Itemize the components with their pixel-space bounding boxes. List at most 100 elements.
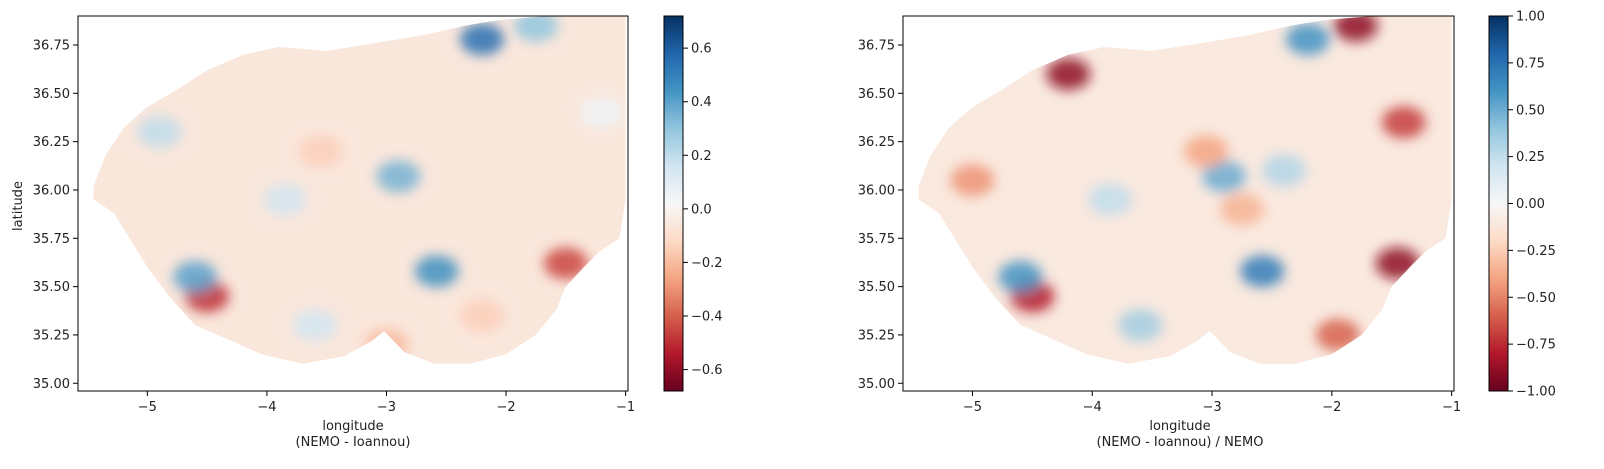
left-field-feature-5 <box>376 160 421 193</box>
right-field-feature-15 <box>1220 193 1264 226</box>
right-field-background <box>918 16 1452 364</box>
right-x-axis-label-line1: longitude <box>1149 419 1210 434</box>
right-colorbar-gradient <box>1488 15 1509 392</box>
left-field-feature-12 <box>364 328 409 361</box>
left-ytick-label: 35.75 <box>33 232 70 247</box>
left-field-feature-9 <box>460 299 505 332</box>
left-field-feature-8 <box>262 183 307 216</box>
left-field-feature-10 <box>513 16 558 42</box>
right-colorbar-ticks: −1.00 −0.75 −0.50 −0.25 0.00 0.25 0.50 0.75 1.00 <box>1508 10 1556 400</box>
right-field-feature-3 <box>1333 16 1378 42</box>
left-panel: −5 −4 −3 −2 −1 35.00 35.25 35.50 35.75 36.00 36.2… <box>11 15 723 450</box>
right-ytick-label: 35.75 <box>858 232 895 247</box>
right-heatmap-plot <box>902 15 1455 392</box>
left-ytick-label: 36.25 <box>33 135 70 150</box>
right-ytick-label: 36.25 <box>858 135 895 150</box>
right-colorbar-tick-label: 0.75 <box>1516 56 1545 71</box>
left-ytick-label: 35.50 <box>33 280 70 295</box>
right-colorbar-tick-label: −0.50 <box>1516 291 1556 306</box>
right-colorbar: −1.00 −0.75 −0.50 −0.25 0.00 0.25 0.50 0.75 1.00 <box>1488 10 1556 400</box>
left-colorbar-ticks: −0.6 −0.4 −0.2 0.0 0.2 0.4 0.6 <box>683 42 723 378</box>
right-field-feature-14 <box>1118 309 1163 342</box>
right-ytick-label: 35.00 <box>858 377 895 392</box>
left-ytick-label: 36.75 <box>33 38 70 53</box>
right-ytick-label: 36.50 <box>858 87 895 102</box>
right-colorbar-tick-label: 0.25 <box>1516 150 1545 165</box>
right-field-clip <box>918 16 1452 364</box>
right-xtick-label: −2 <box>1322 400 1341 415</box>
left-ytick-label: 36.00 <box>33 183 70 198</box>
left-plot-frame <box>77 15 629 392</box>
left-field-feature-4 <box>460 23 505 56</box>
left-xtick-label: −5 <box>138 400 157 415</box>
left-field-feature-13 <box>292 309 337 342</box>
right-field-feature-10 <box>1184 135 1228 168</box>
left-x-axis-label-line2: (NEMO - Ioannou) <box>296 435 411 450</box>
left-xtick-label: −4 <box>257 400 276 415</box>
left-colorbar-tick-label: −0.4 <box>691 310 723 325</box>
left-colorbar-tick-label: 0.2 <box>691 149 712 164</box>
left-x-axis: −5 −4 −3 −2 −1 <box>138 391 635 415</box>
right-x-axis: −5 −4 −3 −2 −1 <box>963 391 1461 415</box>
right-colorbar-tick-label: 0.50 <box>1516 103 1545 118</box>
left-field-feature-0 <box>543 247 588 280</box>
right-xtick-label: −5 <box>963 400 982 415</box>
left-heatmap-plot <box>77 15 629 392</box>
left-colorbar-tick-label: 0.4 <box>691 95 712 110</box>
left-y-axis-label: latitude <box>11 181 26 231</box>
left-heatmap-field <box>93 16 626 364</box>
right-field-feature-12 <box>1261 154 1306 187</box>
right-colorbar-tick-label: 1.00 <box>1516 10 1545 25</box>
right-ytick-label: 35.50 <box>858 280 895 295</box>
left-xtick-label: −1 <box>616 400 635 415</box>
left-field-background <box>93 16 626 364</box>
left-field-feature-11 <box>579 96 624 129</box>
right-field-feature-5 <box>1240 255 1285 288</box>
left-field-features <box>137 16 624 361</box>
left-colorbar-tick-label: 0.6 <box>691 42 712 57</box>
right-field-feature-8 <box>1202 160 1246 193</box>
left-field-feature-7 <box>137 116 182 148</box>
right-field-features <box>950 16 1426 351</box>
right-plot-frame <box>902 15 1455 392</box>
left-colorbar-gradient <box>663 15 684 392</box>
right-colorbar-tick-label: −0.75 <box>1516 338 1556 353</box>
right-xtick-label: −3 <box>1202 400 1221 415</box>
right-panel: −5 −4 −3 −2 −1 35.00 35.25 35.50 35.75 36.00 36.2… <box>858 10 1556 451</box>
left-field-clip <box>93 16 626 364</box>
right-ytick-label: 36.00 <box>858 183 895 198</box>
right-field-feature-0 <box>1375 247 1420 280</box>
right-field-feature-1 <box>1046 58 1091 90</box>
left-field-feature-6 <box>298 135 343 168</box>
right-colorbar-tick-label: −0.25 <box>1516 244 1556 259</box>
left-xtick-label: −2 <box>496 400 515 415</box>
left-colorbar: −0.6 −0.4 −0.2 0.0 0.2 0.4 0.6 <box>663 15 723 392</box>
left-ytick-label: 36.50 <box>33 87 70 102</box>
left-field-feature-2 <box>173 261 218 293</box>
left-field-feature-3 <box>414 255 459 288</box>
right-colorbar-tick-label: 0.00 <box>1516 197 1545 212</box>
right-xtick-label: −4 <box>1083 400 1102 415</box>
right-x-axis-label-line2: (NEMO - Ioannou) / NEMO <box>1097 435 1264 450</box>
right-field-feature-13 <box>1315 318 1360 351</box>
right-colorbar-tick-label: −1.00 <box>1516 385 1556 400</box>
left-y-axis: 35.00 35.25 35.50 35.75 36.00 36.25 36.50 36.75 <box>33 38 78 392</box>
right-field-feature-9 <box>950 164 995 197</box>
right-ytick-label: 36.75 <box>858 38 895 53</box>
right-xtick-label: −1 <box>1442 400 1461 415</box>
left-x-axis-label-line1: longitude <box>322 419 383 434</box>
right-field-feature-4 <box>1381 106 1426 139</box>
right-field-feature-11 <box>1088 183 1133 216</box>
left-colorbar-tick-label: 0.0 <box>691 202 712 217</box>
left-xtick-label: −3 <box>377 400 396 415</box>
right-ytick-label: 35.25 <box>858 328 895 343</box>
left-colorbar-tick-label: −0.2 <box>691 256 723 271</box>
right-field-feature-6 <box>998 261 1043 293</box>
right-field-feature-7 <box>1285 23 1330 56</box>
right-y-axis: 35.00 35.25 35.50 35.75 36.00 36.25 36.50 36.75 <box>858 38 903 392</box>
right-heatmap-field <box>918 16 1452 364</box>
left-colorbar-tick-label: −0.6 <box>691 363 723 378</box>
left-ytick-label: 35.25 <box>33 328 70 343</box>
left-ytick-label: 35.00 <box>33 377 70 392</box>
